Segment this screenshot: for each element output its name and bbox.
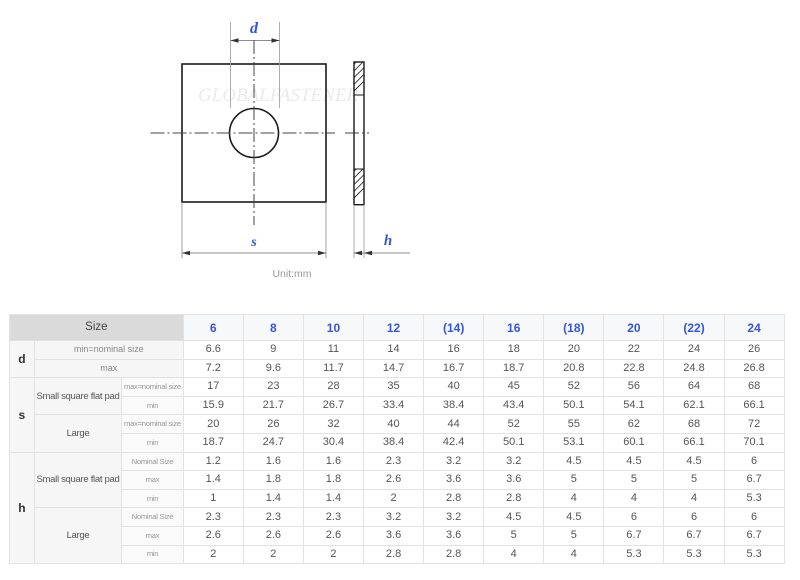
svg-text:d: d: [250, 20, 259, 37]
svg-text:s: s: [250, 235, 257, 250]
svg-text:Unit:mm: Unit:mm: [272, 268, 311, 280]
svg-text:GLOBALFASTENER: GLOBALFASTENER: [198, 85, 359, 106]
svg-text:h: h: [384, 233, 392, 249]
